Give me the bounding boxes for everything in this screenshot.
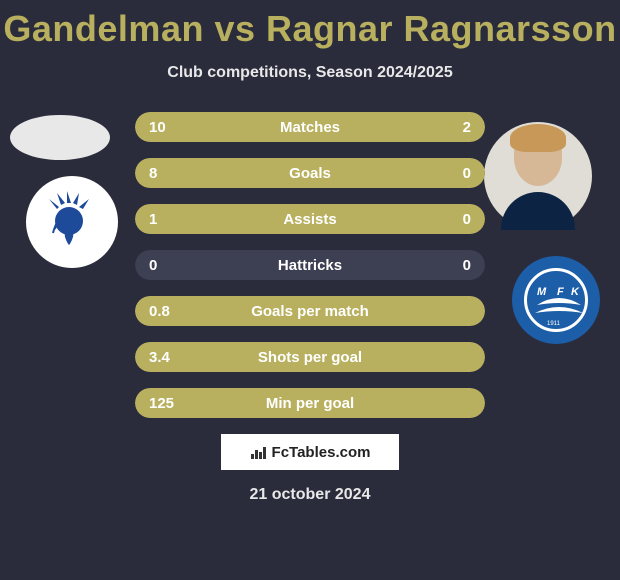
fctables-label: FcTables.com bbox=[272, 444, 371, 461]
stat-value-left: 8 bbox=[149, 165, 157, 182]
stat-label: Goals per match bbox=[251, 303, 369, 320]
stat-label: Goals bbox=[289, 165, 331, 182]
stat-value-right: 0 bbox=[463, 257, 471, 274]
stat-row: 3.4 Shots per goal bbox=[135, 342, 485, 372]
stat-row: 8 Goals 0 bbox=[135, 158, 485, 188]
stat-value-left: 125 bbox=[149, 395, 174, 412]
stat-value-right: 0 bbox=[463, 211, 471, 228]
fctables-badge[interactable]: FcTables.com bbox=[221, 434, 399, 470]
subtitle: Club competitions, Season 2024/2025 bbox=[0, 64, 620, 82]
date-label: 21 october 2024 bbox=[0, 486, 620, 504]
stat-value-left: 3.4 bbox=[149, 349, 170, 366]
stat-label: Assists bbox=[283, 211, 336, 228]
stat-value-left: 10 bbox=[149, 119, 166, 136]
stat-row: 125 Min per goal bbox=[135, 388, 485, 418]
stat-value-right: 0 bbox=[463, 165, 471, 182]
stat-value-right: 2 bbox=[463, 119, 471, 136]
stat-label: Matches bbox=[280, 119, 340, 136]
stats-container: 10 Matches 2 8 Goals 0 1 Assists 0 0 Hattricks 0 0.8… bbox=[0, 112, 620, 418]
stat-row: 0 Hattricks 0 bbox=[135, 250, 485, 280]
stat-label: Min per goal bbox=[266, 395, 354, 412]
bar-chart-icon bbox=[250, 444, 268, 460]
stat-row: 1 Assists 0 bbox=[135, 204, 485, 234]
stat-label: Shots per goal bbox=[258, 349, 362, 366]
stat-value-left: 0.8 bbox=[149, 303, 170, 320]
page-title: Gandelman vs Ragnar Ragnarsson bbox=[0, 0, 620, 50]
stat-row: 10 Matches 2 bbox=[135, 112, 485, 142]
stat-row: 0.8 Goals per match bbox=[135, 296, 485, 326]
stat-value-left: 0 bbox=[149, 257, 157, 274]
stat-label: Hattricks bbox=[278, 257, 342, 274]
stat-value-left: 1 bbox=[149, 211, 157, 228]
